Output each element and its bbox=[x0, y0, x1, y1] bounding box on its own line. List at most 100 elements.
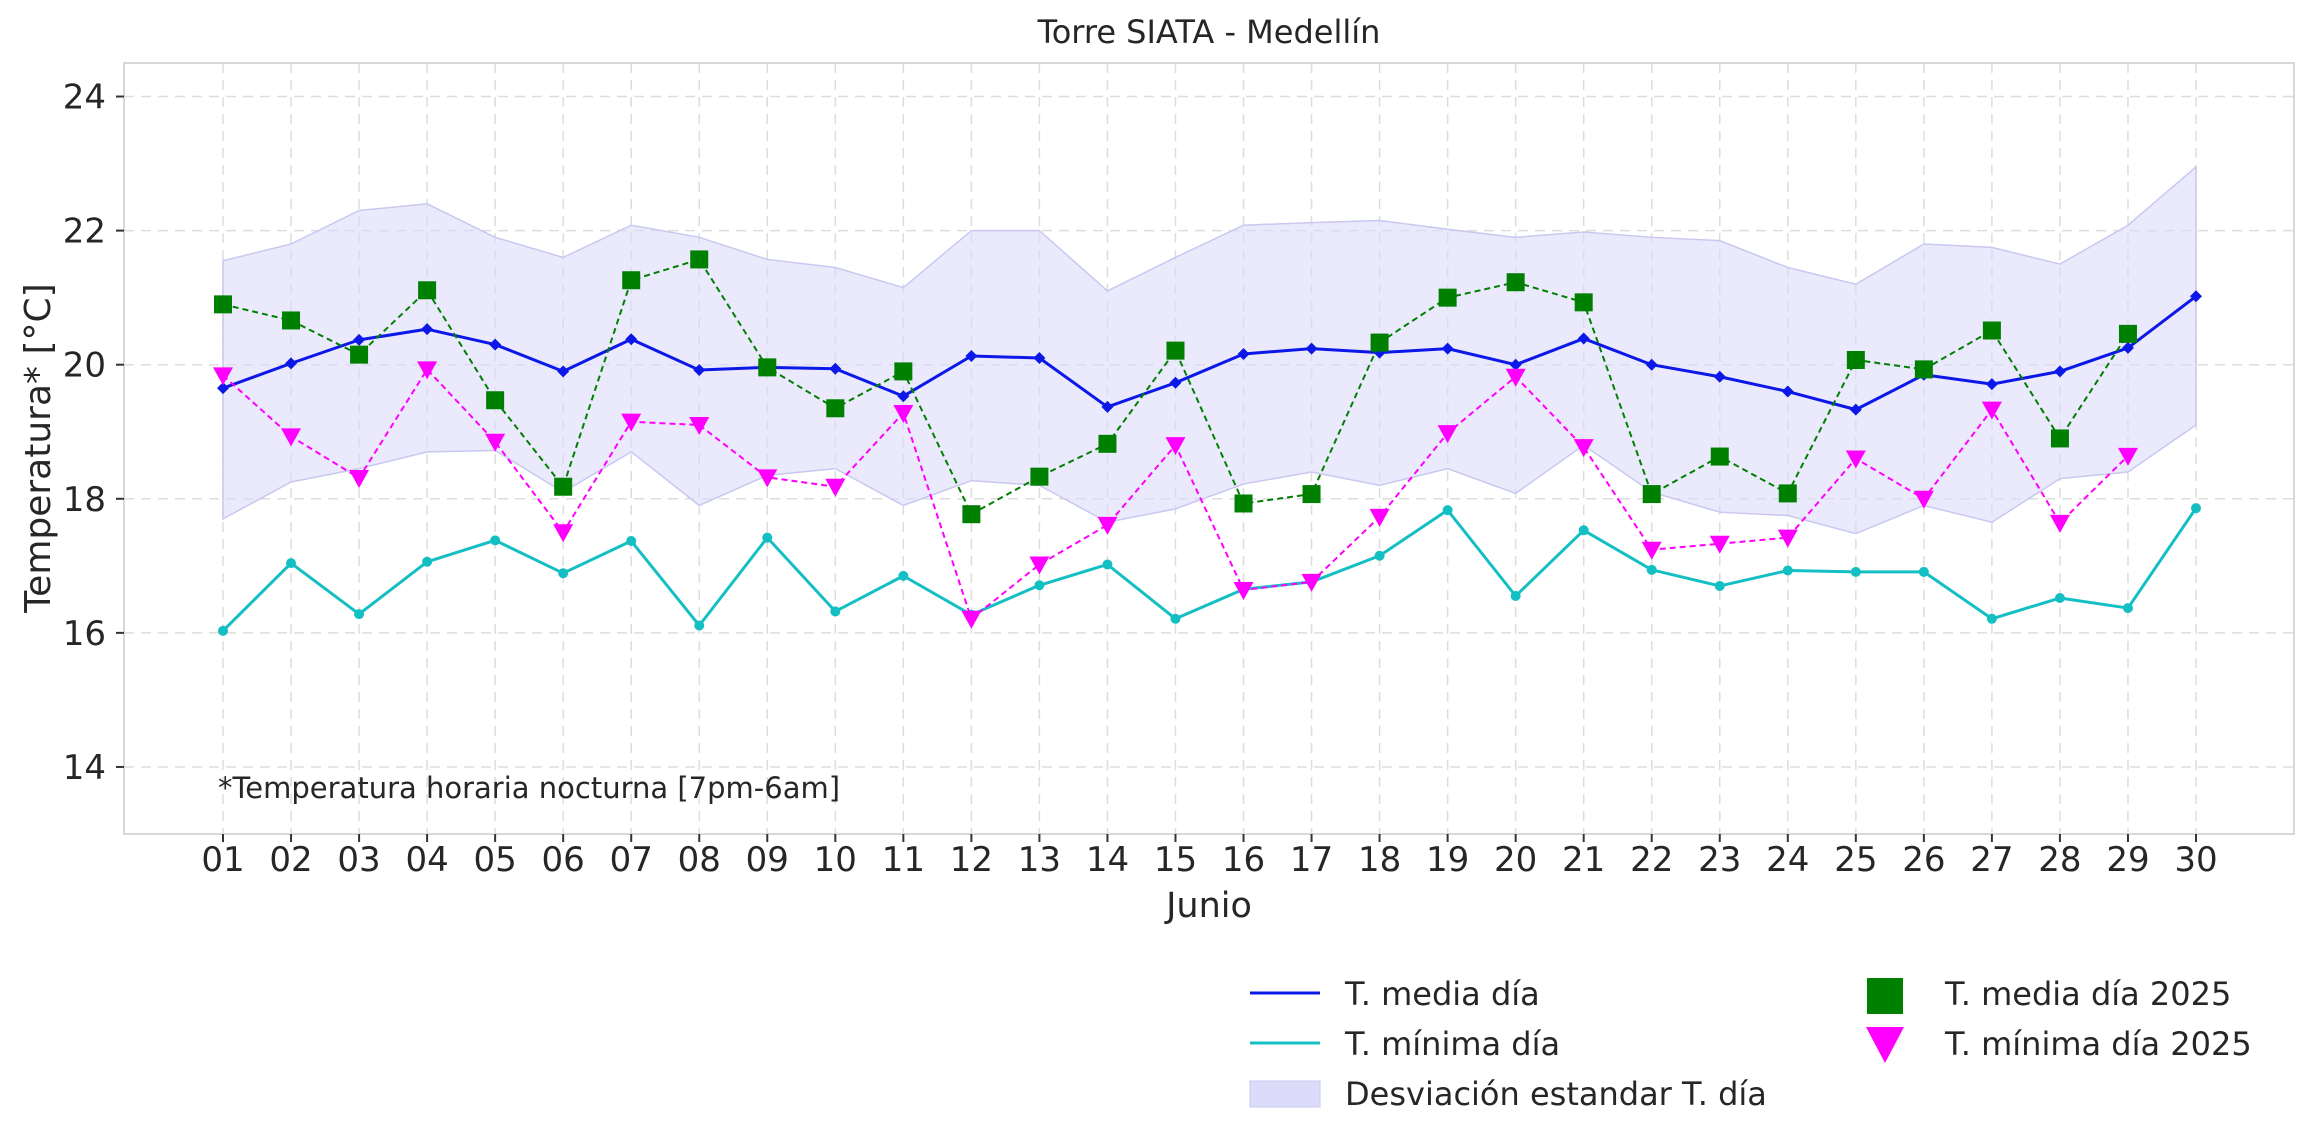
series-point-square bbox=[1506, 273, 1525, 292]
series-point-diamond bbox=[1781, 385, 1794, 398]
x-tick-label: 22 bbox=[1630, 840, 1673, 880]
y-tick-label: 14 bbox=[63, 748, 106, 788]
series-point-dot bbox=[422, 556, 433, 567]
series-point-diamond bbox=[1033, 351, 1046, 364]
x-tick-label: 13 bbox=[1018, 840, 1061, 880]
x-tick-labels: 01 02 03 04 05 06 07 08 09 10 11 12 13 14 15 16 17 18 19 20… bbox=[201, 834, 2218, 880]
series-point-square bbox=[2118, 324, 2137, 343]
x-tick-label: 26 bbox=[1902, 840, 1945, 880]
series-point-diamond bbox=[1713, 370, 1726, 383]
series-point-dot bbox=[830, 606, 841, 617]
series-point-dot bbox=[898, 570, 909, 581]
series-point-diamond bbox=[1645, 358, 1658, 371]
series-point-triangle bbox=[1845, 450, 1866, 469]
series-point-diamond bbox=[1577, 332, 1590, 345]
x-axis-label: Junio bbox=[1164, 886, 1252, 926]
series-line bbox=[222, 258, 2129, 516]
series-point-diamond bbox=[285, 357, 298, 370]
series-point-dot bbox=[1646, 564, 1657, 575]
series-point-triangle bbox=[689, 417, 710, 436]
series-point-diamond bbox=[897, 390, 910, 403]
x-tick-label: 29 bbox=[2106, 840, 2149, 880]
y-tick-label: 20 bbox=[63, 346, 106, 386]
series-point-triangle bbox=[1233, 581, 1254, 600]
series-point-square bbox=[1370, 333, 1389, 352]
legend-label-t-media: T. media día bbox=[1344, 975, 1540, 1013]
series-point-triangle bbox=[1913, 490, 1934, 509]
series-point-triangle bbox=[281, 428, 302, 447]
x-tick-label: 19 bbox=[1426, 840, 1469, 880]
series-point-diamond bbox=[2121, 341, 2134, 354]
x-tick-label: 20 bbox=[1494, 840, 1537, 880]
series-point-square bbox=[1234, 494, 1253, 513]
series-point-diamond bbox=[625, 333, 638, 346]
series-point-triangle bbox=[2049, 514, 2070, 533]
series-point-triangle bbox=[1709, 535, 1730, 554]
series-point-triangle bbox=[757, 469, 778, 488]
series-point-dot bbox=[1102, 559, 1113, 570]
legend-label-t-minima: T. mínima día bbox=[1344, 1025, 1560, 1063]
series-point-dot bbox=[1850, 566, 1861, 577]
x-tick-label: 01 bbox=[201, 840, 244, 880]
legend-swatch-t-minima-2025 bbox=[1866, 1027, 1904, 1063]
series-point-dot bbox=[694, 620, 705, 631]
x-tick-label: 10 bbox=[814, 840, 857, 880]
series-point-dot bbox=[1374, 550, 1385, 561]
x-tick-label: 28 bbox=[2038, 840, 2081, 880]
series-point-dot bbox=[1918, 566, 1929, 577]
series-point-square bbox=[962, 505, 981, 524]
series-point-triangle bbox=[1029, 556, 1050, 575]
series-point-diamond bbox=[1101, 400, 1114, 413]
series-point-dot bbox=[1986, 613, 1997, 624]
x-tick-label: 09 bbox=[746, 840, 789, 880]
series-point-dot bbox=[1510, 590, 1521, 601]
series-point-dot bbox=[626, 536, 637, 547]
series-point-square bbox=[350, 345, 369, 364]
series-point-triangle bbox=[1573, 439, 1594, 458]
annotation-note: *Temperatura horaria nocturna [7pm-6am] bbox=[218, 771, 840, 805]
series-point-triangle bbox=[1301, 573, 1322, 592]
x-tick-label: 18 bbox=[1358, 840, 1401, 880]
y-tick-label: 16 bbox=[63, 614, 106, 654]
series-point-square bbox=[690, 250, 709, 269]
legend-label-t-media-2025: T. media día 2025 bbox=[1944, 975, 2231, 1013]
series-point-square bbox=[282, 311, 301, 330]
series-point-diamond bbox=[2053, 365, 2066, 378]
series-point-square bbox=[1166, 341, 1185, 360]
x-tick-label: 03 bbox=[337, 840, 380, 880]
legend-swatch-t-media-2025 bbox=[1867, 978, 1903, 1014]
series-point-triangle bbox=[417, 361, 438, 380]
series-point-triangle bbox=[485, 433, 506, 452]
series-point-square bbox=[1982, 321, 2001, 340]
series-layer bbox=[213, 250, 2202, 636]
series-point-dot bbox=[2122, 603, 2133, 614]
series-point-diamond bbox=[693, 364, 706, 377]
series-point-square bbox=[1778, 484, 1797, 503]
series-point-dot bbox=[2054, 593, 2065, 604]
series-point-triangle bbox=[1165, 437, 1186, 456]
series-point-diamond bbox=[829, 362, 842, 375]
series-point-square bbox=[826, 399, 845, 418]
series-point-triangle bbox=[1505, 368, 1526, 387]
legend-label-std-band: Desviación estandar T. día bbox=[1345, 1075, 1767, 1113]
y-tick-label: 22 bbox=[63, 212, 106, 252]
series-point-square bbox=[418, 281, 437, 300]
series-point-square bbox=[1914, 360, 1933, 379]
x-tick-label: 23 bbox=[1698, 840, 1741, 880]
series-point-square bbox=[554, 477, 573, 496]
series-point-dot bbox=[1170, 613, 1181, 624]
x-tick-label: 06 bbox=[542, 840, 585, 880]
series-point-dot bbox=[1782, 565, 1793, 576]
x-tick-label: 07 bbox=[610, 840, 653, 880]
chart-title: Torre SIATA - Medellín bbox=[1037, 13, 1381, 51]
series-point-triangle bbox=[2117, 447, 2138, 466]
x-tick-label: 11 bbox=[882, 840, 925, 880]
series-point-diamond bbox=[557, 365, 570, 378]
series-point-diamond bbox=[1509, 358, 1522, 371]
series-point-triangle bbox=[349, 469, 370, 488]
series-point-triangle bbox=[213, 367, 233, 386]
series-point-diamond bbox=[1441, 342, 1454, 355]
legend-label-t-minima-2025: T. mínima día 2025 bbox=[1944, 1025, 2252, 1063]
x-tick-label: 04 bbox=[405, 840, 448, 880]
